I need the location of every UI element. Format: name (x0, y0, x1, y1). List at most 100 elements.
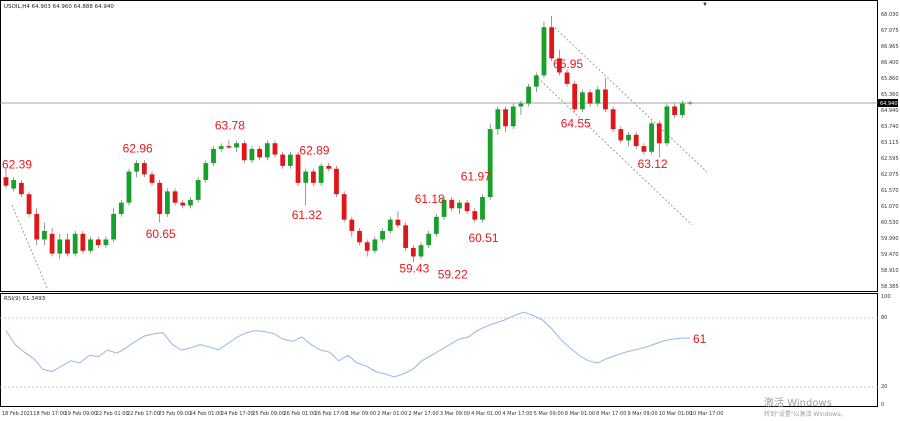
price-annotation: 59.22 (438, 267, 468, 281)
time-tick-label: 4 Mar 01:00 (471, 411, 501, 417)
candle-bull (541, 27, 547, 76)
price-tick-label: 66.965 (881, 44, 899, 50)
candle-bear (141, 163, 147, 175)
time-tick-label: 23 Feb 09:00 (158, 411, 191, 417)
price-tick-label: 62.595 (881, 156, 899, 162)
candle-bull (218, 146, 224, 149)
candle-bear (26, 194, 32, 214)
candle-bear (341, 194, 347, 220)
time-tick-label: 2 Mar 17:00 (409, 411, 439, 417)
candle-bear (18, 182, 24, 195)
price-annotation: 60.65 (146, 227, 176, 241)
candle-bull (487, 129, 493, 198)
time-tick-label: 22 Feb 01:00 (96, 411, 129, 417)
candle-bull (518, 103, 524, 107)
time-tick-label: 2 Mar 01:00 (377, 411, 407, 417)
price-annotation: 61.18 (415, 192, 445, 206)
candle-bull (287, 154, 293, 166)
time-tick-label: 1 Mar 09:00 (346, 411, 376, 417)
candle-bear (641, 146, 647, 152)
candle-bear (80, 233, 86, 251)
time-tick-label: 26 Feb 01:00 (283, 411, 316, 417)
rsi-tick-label: 80 (881, 315, 887, 321)
candle-bear (618, 129, 624, 141)
candle-bull (526, 86, 532, 104)
candle-bull (57, 239, 63, 254)
price-annotation: 60.51 (468, 231, 498, 245)
candle-bull (103, 239, 109, 246)
time-tick-label: 8 Mar 17:00 (596, 411, 626, 417)
price-tick-label: 66.400 (881, 60, 899, 66)
time-tick-label: 5 Mar 09:00 (534, 411, 564, 417)
candle-bull (111, 213, 116, 240)
rsi-tick-label: 0 (881, 402, 884, 408)
candle-bear (349, 219, 355, 231)
chart-header: USOIL,H4 64.903 64.960 64.888 64.940 (4, 4, 114, 10)
candle-bear (311, 171, 316, 183)
time-tick-label: 24 Feb 01:00 (190, 411, 223, 417)
price-annotation: 59.43 (399, 261, 429, 275)
candle-bull (495, 109, 501, 130)
channel-line-upper (554, 27, 708, 173)
candle-bull (580, 92, 585, 110)
price-tick-label: 59.470 (881, 252, 899, 258)
chart-shift-marker-icon[interactable]: ▼ (702, 2, 708, 8)
candle-bear (272, 143, 278, 155)
time-tick-label: 18 Feb 2021 (2, 411, 33, 417)
candle-bear (49, 233, 55, 254)
candle-bear (633, 134, 639, 147)
time-tick-label: 24 Feb 17:00 (221, 411, 254, 417)
rsi-header: RSI(9) 61.3493 (4, 296, 46, 302)
price-tick-label: 61.070 (881, 204, 899, 210)
price-annotation: 65.95 (553, 57, 583, 71)
candle-bear (326, 165, 332, 169)
candle-bear (334, 168, 339, 195)
time-tick-label: 25 Feb 09:00 (252, 411, 285, 417)
time-tick-label: 4 Mar 17:00 (502, 411, 532, 417)
candle-bear (587, 92, 593, 104)
time-tick-label: 8 Mar 01:00 (565, 411, 595, 417)
candle-bull (303, 171, 309, 183)
rsi-axis: 100 80 20 0 (881, 294, 891, 408)
candle-bull (11, 180, 17, 189)
rsi-pane (0, 293, 878, 407)
time-tick-label: 19 Feb 09:00 (65, 411, 98, 417)
candle-bull (480, 197, 485, 220)
price-annotation: 63.12 (638, 157, 668, 171)
channel-line-lower (537, 77, 693, 226)
candle-bear (564, 72, 570, 84)
candle-bear (549, 27, 555, 59)
candle-bull (211, 148, 216, 164)
windows-watermark-title: 激活 Windows (764, 396, 832, 409)
candle-bull (195, 180, 201, 200)
candle-bull (380, 230, 385, 240)
trend-line (11, 204, 49, 291)
price-annotation: 64.55 (561, 117, 591, 131)
candle-bear (34, 213, 40, 240)
time-tick-label: 26 Feb 17:00 (315, 411, 348, 417)
candle-bull (88, 239, 93, 251)
time-tick-label: 9 Mar 09:00 (627, 411, 657, 417)
candle-bull (433, 216, 439, 234)
price-tick-label: 58.385 (881, 284, 899, 290)
candle-bear (295, 154, 301, 183)
time-tick-label: 3 Mar 09:00 (440, 411, 470, 417)
price-tick-label: 62.075 (881, 172, 899, 178)
candle-bull (626, 134, 631, 141)
price-tick-label: 67.075 (881, 28, 899, 34)
rsi-line (5, 311, 690, 378)
candle-bull (649, 123, 654, 152)
candle-bull (264, 143, 270, 158)
price-annotation: 62.39 (2, 158, 32, 172)
candle-bear (241, 143, 247, 161)
time-tick-label: 18 Feb 17:00 (33, 411, 66, 417)
candle-bear (280, 154, 286, 166)
price-annotation: 61.97 (461, 170, 491, 184)
price-tick-label: 61.570 (881, 188, 899, 194)
candle-bear (656, 123, 662, 144)
candle-bull (234, 143, 239, 148)
candles-group (3, 15, 693, 263)
